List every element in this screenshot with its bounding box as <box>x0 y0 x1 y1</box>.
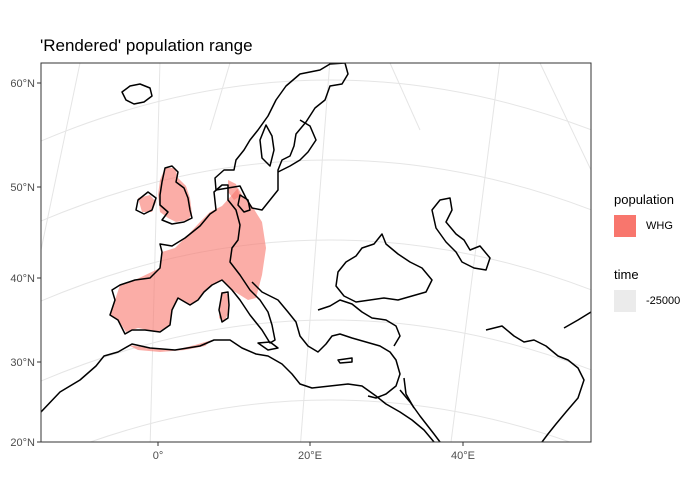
y-tick-40n: 40°N <box>10 273 35 285</box>
legend-item-time: -25000 <box>614 290 680 312</box>
legend-label-time: -25000 <box>646 295 681 307</box>
legend-item-whg: WHG <box>614 215 674 237</box>
coastlines <box>41 63 591 442</box>
legend-population: population WHG <box>614 192 674 237</box>
y-tick-60n: 60°N <box>10 78 35 90</box>
map-title: 'Rendered' population range <box>40 36 253 55</box>
legend-key-time <box>614 290 636 312</box>
legend-time: time -25000 <box>614 267 680 312</box>
x-tick-20e: 20°E <box>298 450 322 462</box>
legend-key-whg <box>614 215 636 237</box>
y-tick-50n: 50°N <box>10 182 35 194</box>
legend-label-whg: WHG <box>646 220 673 232</box>
panel-border <box>40 62 592 443</box>
legend-time-title: time <box>614 267 639 282</box>
y-tick-20n: 20°N <box>10 437 35 449</box>
population-range <box>110 168 266 352</box>
x-tick-40e: 40°E <box>451 450 475 462</box>
y-tick-30n: 30°N <box>10 357 35 369</box>
legend-population-title: population <box>614 192 674 207</box>
x-axis <box>157 442 464 446</box>
y-axis <box>37 82 41 443</box>
x-tick-0: 0° <box>153 450 164 462</box>
